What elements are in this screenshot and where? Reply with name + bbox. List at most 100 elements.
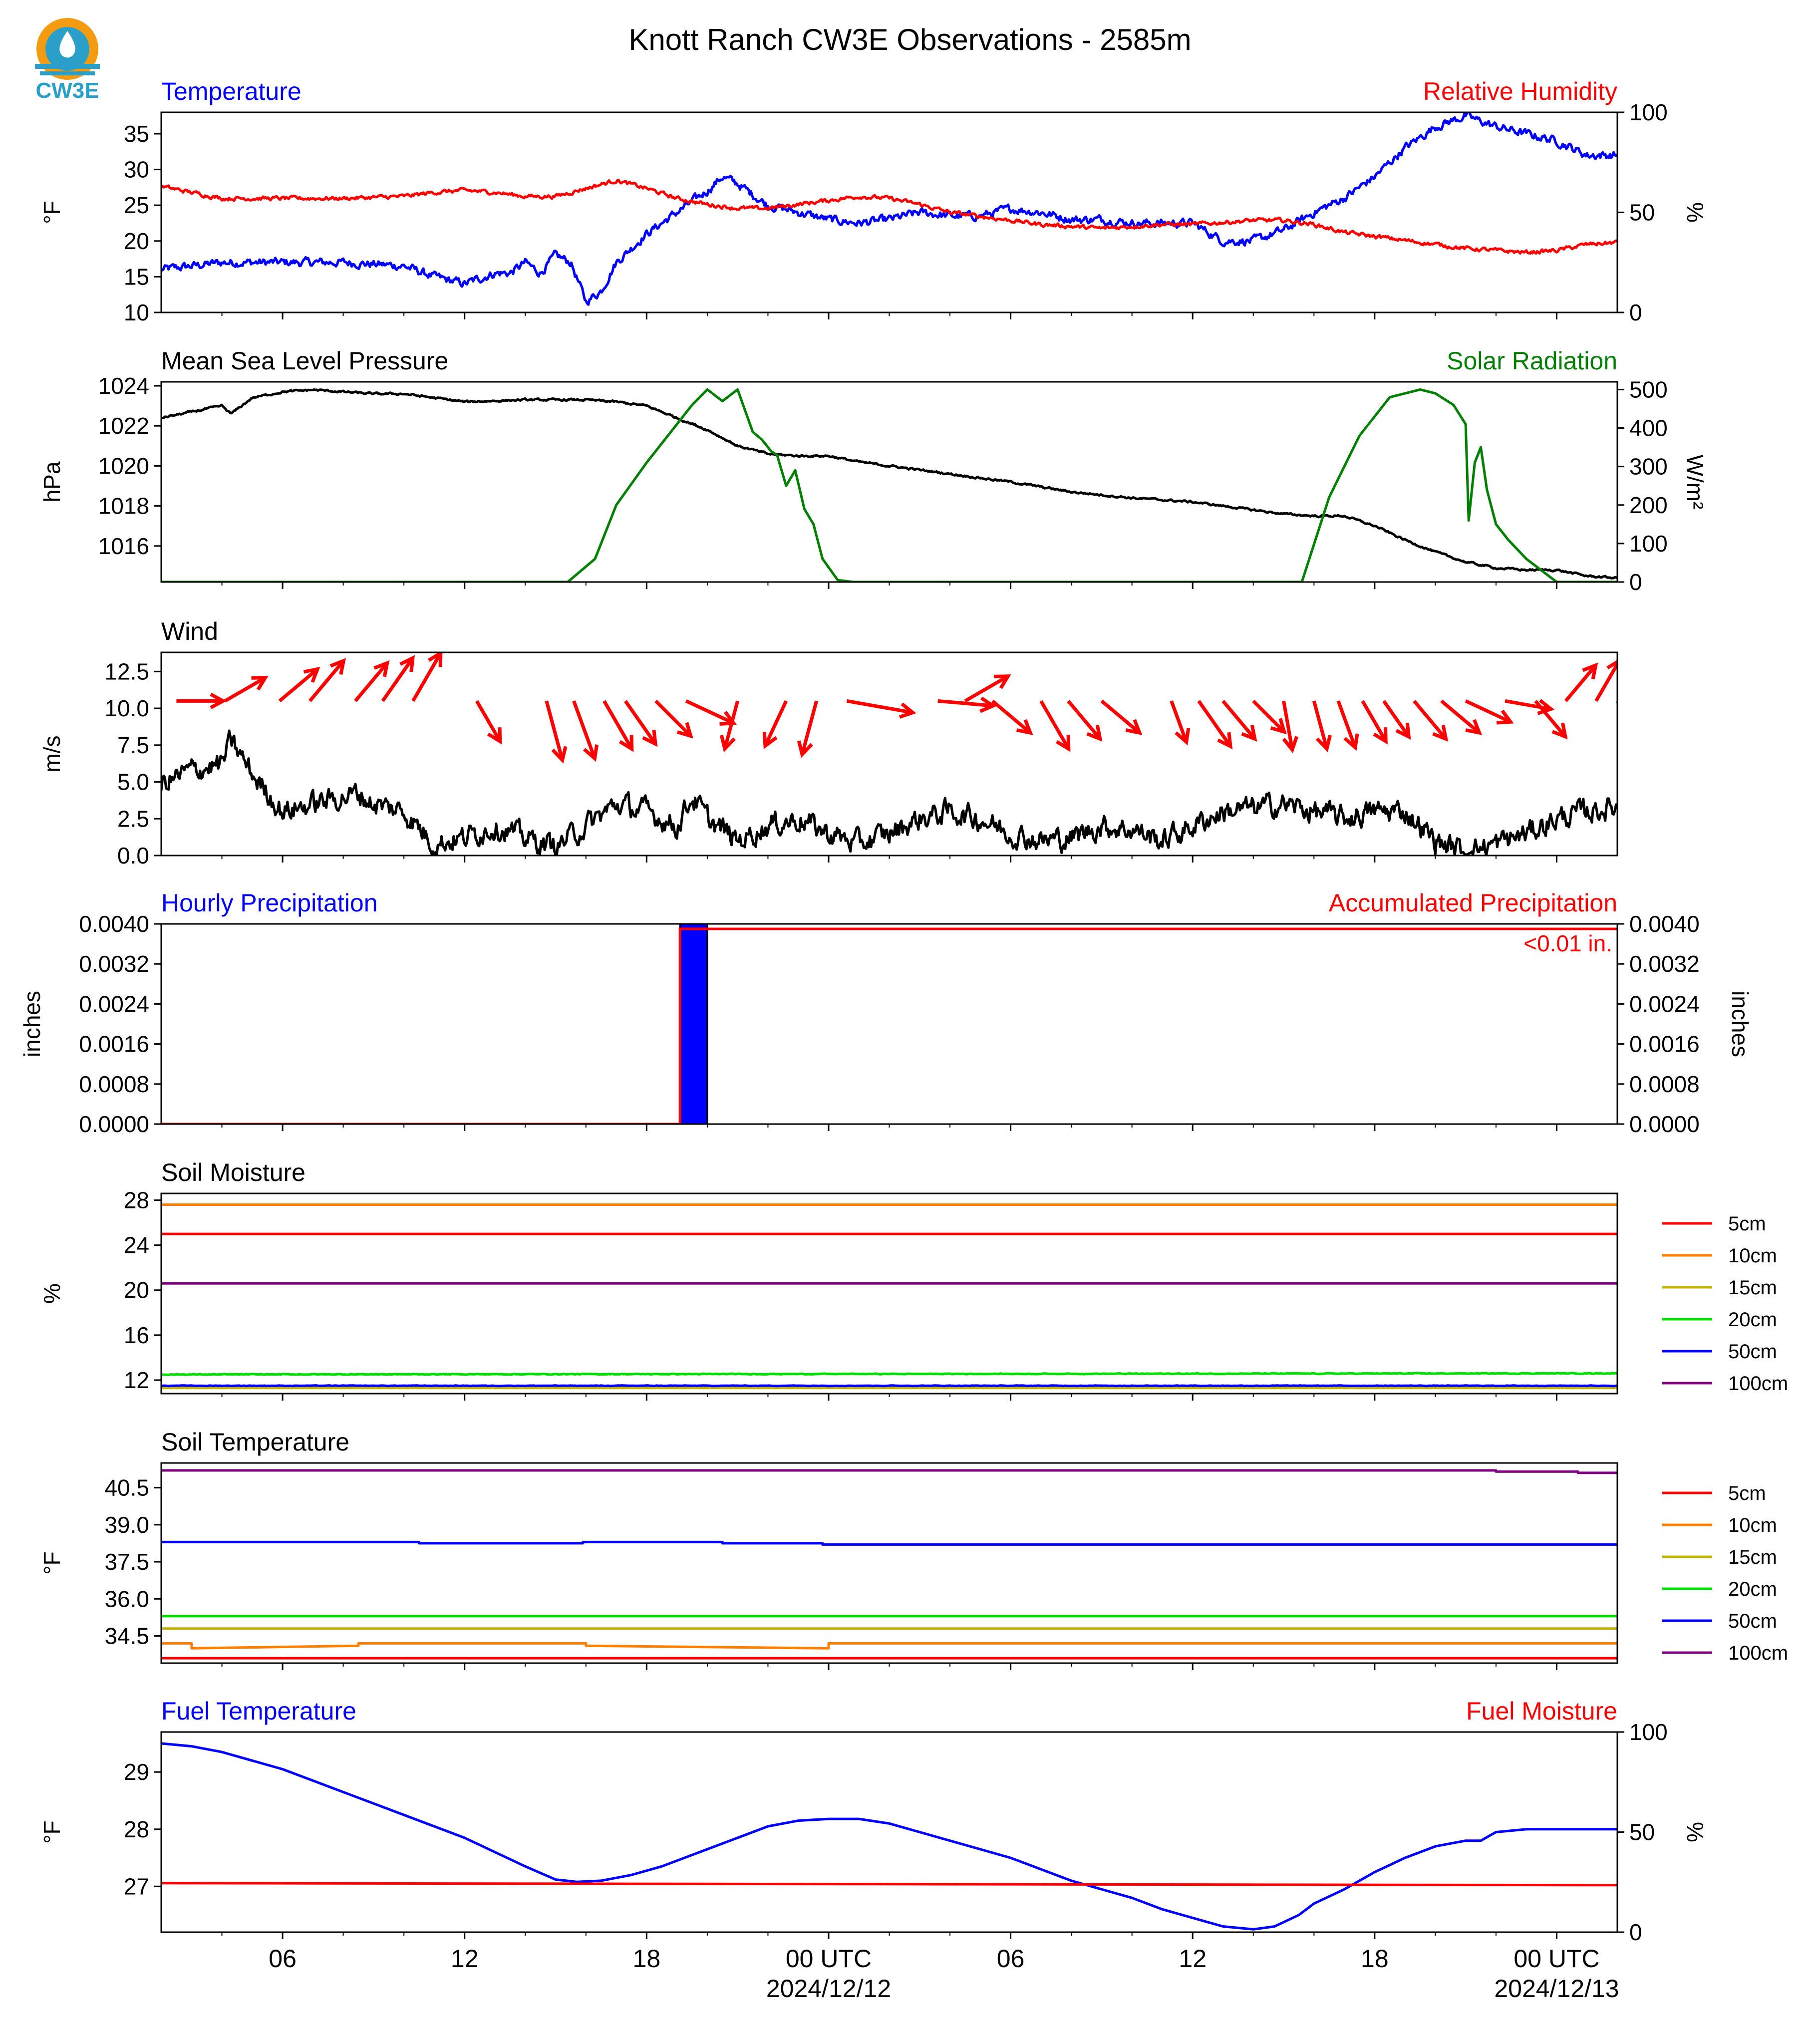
wind-arrow-head (487, 727, 502, 745)
precip-bar (679, 924, 708, 1124)
wind-arrow (991, 699, 1033, 735)
x-date-label: 2024/12/13 (1494, 1975, 1619, 2003)
wind-arrow (1170, 700, 1191, 746)
wind-arrow-shaft (1197, 700, 1232, 748)
wind-arrow-shaft (1534, 700, 1567, 738)
wind-arrow-shaft (1336, 700, 1357, 748)
wind-arrow (1440, 699, 1483, 735)
ytick-label: 1018 (98, 493, 149, 519)
wind-arrow-head (979, 696, 997, 713)
legend: 5cm 10cm 15cm 20cm 50cm 100cm (1662, 1482, 1788, 1664)
wind-arrow-head (1282, 736, 1299, 754)
wind-arrow-shaft (991, 699, 1032, 734)
wind-arrow (1312, 700, 1332, 753)
series-line (161, 388, 1617, 582)
series-line (161, 1642, 1617, 1650)
panel-title-left: Temperature (161, 77, 302, 105)
wind-arrow-shaft (685, 699, 734, 725)
panel-title-left: Fuel Temperature (161, 1697, 356, 1725)
panel-pressure_solar: Mean Sea Level Pressure Solar Radiation 10… (39, 347, 1708, 595)
wind-arrow-shaft (411, 652, 442, 702)
wind-arrow-shaft (763, 700, 788, 747)
y-axis-right-label: W/m² (1682, 455, 1708, 510)
panel-frame (160, 111, 1618, 313)
wind-arrow-head (1582, 662, 1598, 679)
y-axis-label: m/s (39, 735, 65, 772)
wind-arrow (1594, 659, 1617, 702)
ytick-label: 1016 (98, 533, 149, 559)
plot-area (161, 924, 1617, 1124)
legend-label: 100cm (1728, 1373, 1788, 1395)
panel-title-right: Accumulated Precipitation (1329, 889, 1617, 917)
wind-arrow (1382, 700, 1411, 740)
wind-arrow (572, 700, 599, 762)
wind-arrow-shaft (1312, 700, 1329, 750)
ytick-right-label: 100 (1629, 99, 1668, 125)
ytick-label: 7.5 (117, 732, 149, 758)
wind-arrow-head (1125, 719, 1143, 735)
ytick-label: 30 (124, 157, 149, 183)
ytick-label: 37.5 (104, 1549, 149, 1575)
series-line (161, 729, 1617, 856)
panel-title-right: Solar Radiation (1447, 347, 1617, 375)
accumulated-precip-line (161, 927, 1617, 1124)
ytick-label: 0.0 (117, 843, 149, 869)
wind-arrow-shaft (545, 700, 564, 761)
wind-arrow-head (899, 702, 916, 719)
wind-arrow-shaft (278, 667, 319, 703)
logo-wave-icon (35, 64, 100, 69)
wind-arrow-head (303, 666, 320, 683)
wind-arrow-shaft (623, 700, 657, 745)
wind-arrow (1336, 700, 1359, 751)
wind-arrow-head (210, 692, 227, 709)
wind-arrow (719, 700, 740, 753)
ytick-label: 12 (124, 1367, 149, 1393)
ytick-label: 0.0040 (79, 911, 149, 937)
panel-title-right: Relative Humidity (1423, 77, 1617, 105)
wind-arrow (797, 700, 819, 758)
wind-arrow (1615, 701, 1639, 739)
legend-label: 100cm (1728, 1642, 1788, 1664)
wind-arrow-shaft (800, 700, 819, 755)
ytick-label: 20 (124, 1277, 149, 1303)
panels: Temperature Relative Humidity 10 15 20 25 30 35… (19, 77, 1788, 1945)
legend-label: 20cm (1728, 1578, 1777, 1600)
wind-arrow-head (1627, 725, 1639, 739)
legend-label: 5cm (1728, 1482, 1766, 1504)
plot-area (161, 1469, 1617, 1660)
wind-arrow-head (676, 722, 693, 739)
logo-text: CW3E (35, 78, 99, 103)
ytick-label: 5.0 (117, 769, 149, 795)
wind-arrow (937, 696, 997, 713)
cw3e-logo: CW3E (35, 18, 100, 103)
x-tick-label: 12 (1179, 1945, 1207, 1973)
wind-arrow-head (1606, 659, 1617, 675)
wind-arrow-shaft (1615, 701, 1617, 705)
wind-arrow (545, 700, 568, 764)
ytick-right-label: 400 (1629, 415, 1668, 441)
y-axis-label: % (39, 1283, 65, 1304)
wind-arrow-shaft (964, 674, 1009, 703)
ytick-label: 0.0000 (79, 1111, 149, 1137)
ytick-label: 0.0008 (79, 1071, 149, 1097)
wind-arrow-shaft (846, 699, 913, 715)
ytick-right-label: 0 (1629, 299, 1642, 325)
legend-label: 20cm (1728, 1309, 1777, 1331)
wind-arrow-shaft (1361, 700, 1388, 742)
wind-arrow (762, 700, 788, 749)
wind-arrow-head (251, 675, 269, 691)
wind-arrow-shaft (1282, 700, 1294, 750)
wind-arrow-shaft (1382, 700, 1411, 738)
wind-arrow-shaft (603, 700, 633, 750)
y-axis-right-label: inches (1727, 991, 1753, 1057)
plot-area (161, 1203, 1617, 1390)
panel-title-left: Soil Temperature (161, 1428, 349, 1456)
wind-arrow-head (762, 732, 778, 749)
ytick-label: 24 (124, 1232, 149, 1258)
panel-title-left: Soil Moisture (161, 1159, 305, 1186)
plot-area (161, 112, 1617, 306)
wind-arrow (381, 655, 415, 702)
wind-arrow-head (373, 660, 390, 677)
ytick-label: 29 (124, 1759, 149, 1785)
panel-frame (160, 923, 1618, 1125)
